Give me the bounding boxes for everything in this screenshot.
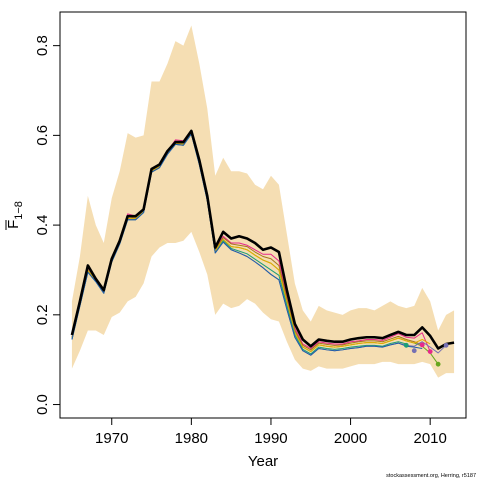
end-point-1 <box>411 348 417 354</box>
x-tick-label-2010: 2010 <box>413 430 446 447</box>
y-tick-label-0: 0.0 <box>34 394 51 415</box>
credit-text: stockassessment.org, Herring, r5187 <box>386 473 476 479</box>
confidence-band-layer <box>71 25 455 378</box>
svg-text:F1−8: F1−8 <box>5 201 25 229</box>
series-line-peel-4 <box>71 132 431 353</box>
x-tick-label-1970: 1970 <box>95 430 128 447</box>
y-tick-label-4: 0.8 <box>34 35 51 56</box>
y-tick-label-3: 0.6 <box>34 125 51 146</box>
series-line-peel-7 <box>71 133 423 356</box>
y-axis-label: F1−8 <box>5 201 25 230</box>
x-axis-label: Year <box>248 453 278 470</box>
x-axis: 1970 1980 1990 2000 2010 <box>95 418 447 447</box>
x-tick-label-2000: 2000 <box>334 430 367 447</box>
y-tick-label-1: 0.2 <box>34 304 51 325</box>
end-point-5 <box>443 342 449 348</box>
end-point-0 <box>403 342 409 348</box>
confidence-band <box>71 25 455 378</box>
end-point-2 <box>419 342 425 348</box>
series-line-main <box>70 129 455 350</box>
y-tick-label-2: 0.4 <box>34 215 51 236</box>
x-tick-label-1990: 1990 <box>254 430 287 447</box>
x-tick-label-1980: 1980 <box>175 430 208 447</box>
y-axis: 0.0 0.2 0.4 0.6 0.8 <box>34 35 60 415</box>
end-point-4 <box>435 361 441 367</box>
y-axis-label-subscript: 1−8 <box>13 201 25 220</box>
end-point-3 <box>427 349 433 355</box>
points-layer <box>403 342 449 367</box>
y-axis-label-main: F <box>5 220 22 229</box>
series-layer <box>70 129 455 365</box>
plot-frame <box>59 11 467 419</box>
